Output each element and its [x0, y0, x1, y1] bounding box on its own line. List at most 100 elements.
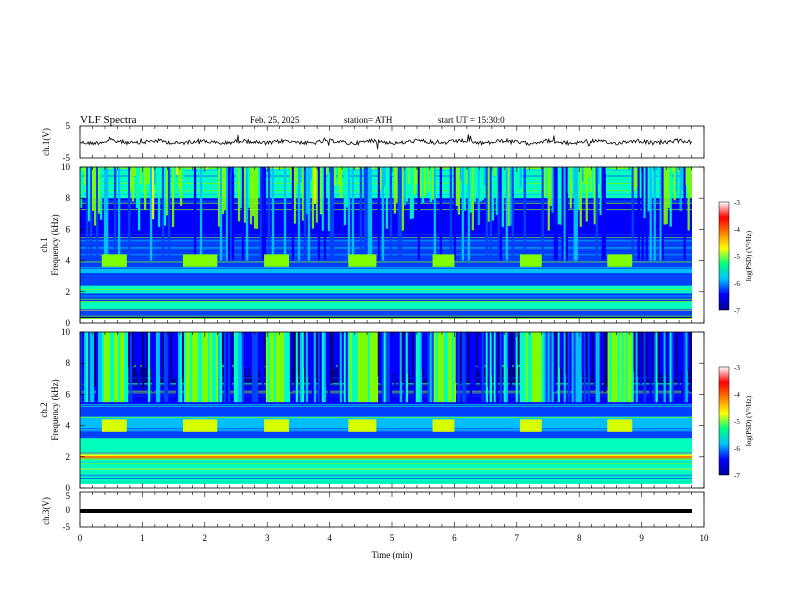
spectral-column	[581, 167, 584, 182]
spectral-column	[317, 332, 321, 403]
spectral-streak	[453, 167, 457, 261]
spectral-column	[131, 167, 135, 202]
spectral-column	[687, 167, 690, 231]
spectral-column	[137, 167, 141, 231]
spectral-column	[585, 332, 588, 372]
spectral-column	[655, 332, 658, 403]
spectral-column	[427, 332, 431, 403]
spectral-line	[80, 289, 692, 291]
spectral-column	[447, 167, 451, 169]
spectral-column	[409, 167, 413, 220]
spectral-streak	[489, 167, 492, 261]
spectral-streak	[563, 167, 566, 261]
spectral-column	[405, 167, 409, 202]
spectral-column	[661, 332, 664, 377]
spectral-line	[80, 297, 692, 299]
spectral-column	[205, 167, 209, 169]
figure-title: VLF Spectra	[80, 114, 137, 126]
spectral-column	[281, 167, 285, 169]
spectral-column	[107, 167, 111, 169]
spectral-streak	[641, 167, 644, 261]
spectral-column	[367, 332, 371, 403]
spectral-column	[425, 167, 429, 181]
spectral-column	[163, 332, 167, 403]
spectral-column	[599, 332, 602, 392]
spectral-column	[433, 332, 437, 403]
spectral-column	[675, 167, 678, 193]
spectrogram-ch1-ylabel-line1: ch.1	[39, 237, 49, 252]
spectral-column	[217, 332, 221, 403]
spectral-line	[80, 261, 692, 263]
spectral-dc-strip	[80, 319, 692, 323]
spectral-column	[321, 167, 325, 231]
y-tick-label: 6	[66, 389, 71, 399]
spectral-column	[207, 332, 211, 403]
header-date: Feb. 25, 2025	[250, 115, 300, 125]
y-tick-label: 2	[66, 452, 71, 462]
colorbar-ch2-tick-m6: -6	[734, 445, 740, 453]
spectral-line	[80, 428, 692, 430]
x-tick-label: 7	[515, 533, 520, 543]
spectral-column	[237, 332, 241, 403]
x-axis-label: Time (min)	[372, 550, 413, 560]
spectral-column	[653, 332, 656, 403]
spectral-column	[607, 167, 610, 169]
spectral-column	[657, 332, 660, 383]
spectral-streak	[397, 167, 401, 261]
spectral-column	[443, 167, 447, 169]
spectral-column	[471, 332, 474, 386]
spectral-streak	[575, 167, 578, 261]
spectral-column	[313, 332, 317, 403]
spectral-column	[677, 332, 680, 389]
spectral-column	[105, 332, 109, 403]
spectral-column	[569, 332, 572, 391]
spectral-column	[437, 332, 441, 403]
spectral-streak	[511, 167, 514, 261]
spectral-column	[279, 332, 283, 403]
spectral-column	[517, 332, 520, 365]
spectral-column	[235, 332, 239, 403]
spectral-column	[273, 167, 277, 169]
spectral-column	[165, 167, 169, 216]
spectral-column	[545, 167, 548, 194]
spectral-column	[187, 332, 191, 403]
spectral-column	[413, 332, 417, 403]
spectral-streak	[497, 167, 500, 261]
spectral-column	[289, 167, 293, 181]
spectral-streak	[167, 167, 171, 261]
spectral-column	[143, 332, 147, 368]
spectral-column	[325, 332, 329, 387]
y-tick-label: 2	[66, 287, 71, 297]
spectral-column	[323, 332, 327, 403]
spectral-column	[377, 332, 381, 377]
spectral-column	[579, 167, 582, 227]
spectral-column	[229, 332, 233, 388]
spectral-column	[277, 332, 281, 403]
spectral-column	[207, 167, 211, 169]
spectral-column	[577, 167, 580, 210]
spectral-column	[85, 332, 89, 403]
spectral-column	[423, 167, 427, 197]
spectral-column	[569, 167, 572, 209]
spectral-column	[571, 167, 574, 180]
x-tick-label: 5	[390, 533, 395, 543]
spectral-column	[477, 167, 480, 226]
spectral-column	[483, 332, 486, 366]
spectral-column	[249, 332, 253, 377]
spectral-streak	[461, 167, 464, 261]
spectral-column	[193, 332, 197, 403]
spectral-column	[157, 332, 161, 403]
spectral-column	[251, 332, 255, 403]
spectral-column	[113, 332, 117, 403]
spectral-band	[80, 438, 692, 453]
spectral-column	[101, 167, 105, 169]
colorbar-ch1-tick-m5: -5	[734, 253, 740, 261]
spectral-column	[399, 332, 403, 403]
spectral-band	[80, 266, 692, 274]
spectral-column	[331, 332, 335, 376]
spectral-column	[209, 332, 213, 403]
spectral-column	[549, 332, 552, 403]
spectral-column	[215, 332, 219, 403]
spectral-streak	[317, 167, 321, 261]
spectral-column	[641, 332, 644, 372]
